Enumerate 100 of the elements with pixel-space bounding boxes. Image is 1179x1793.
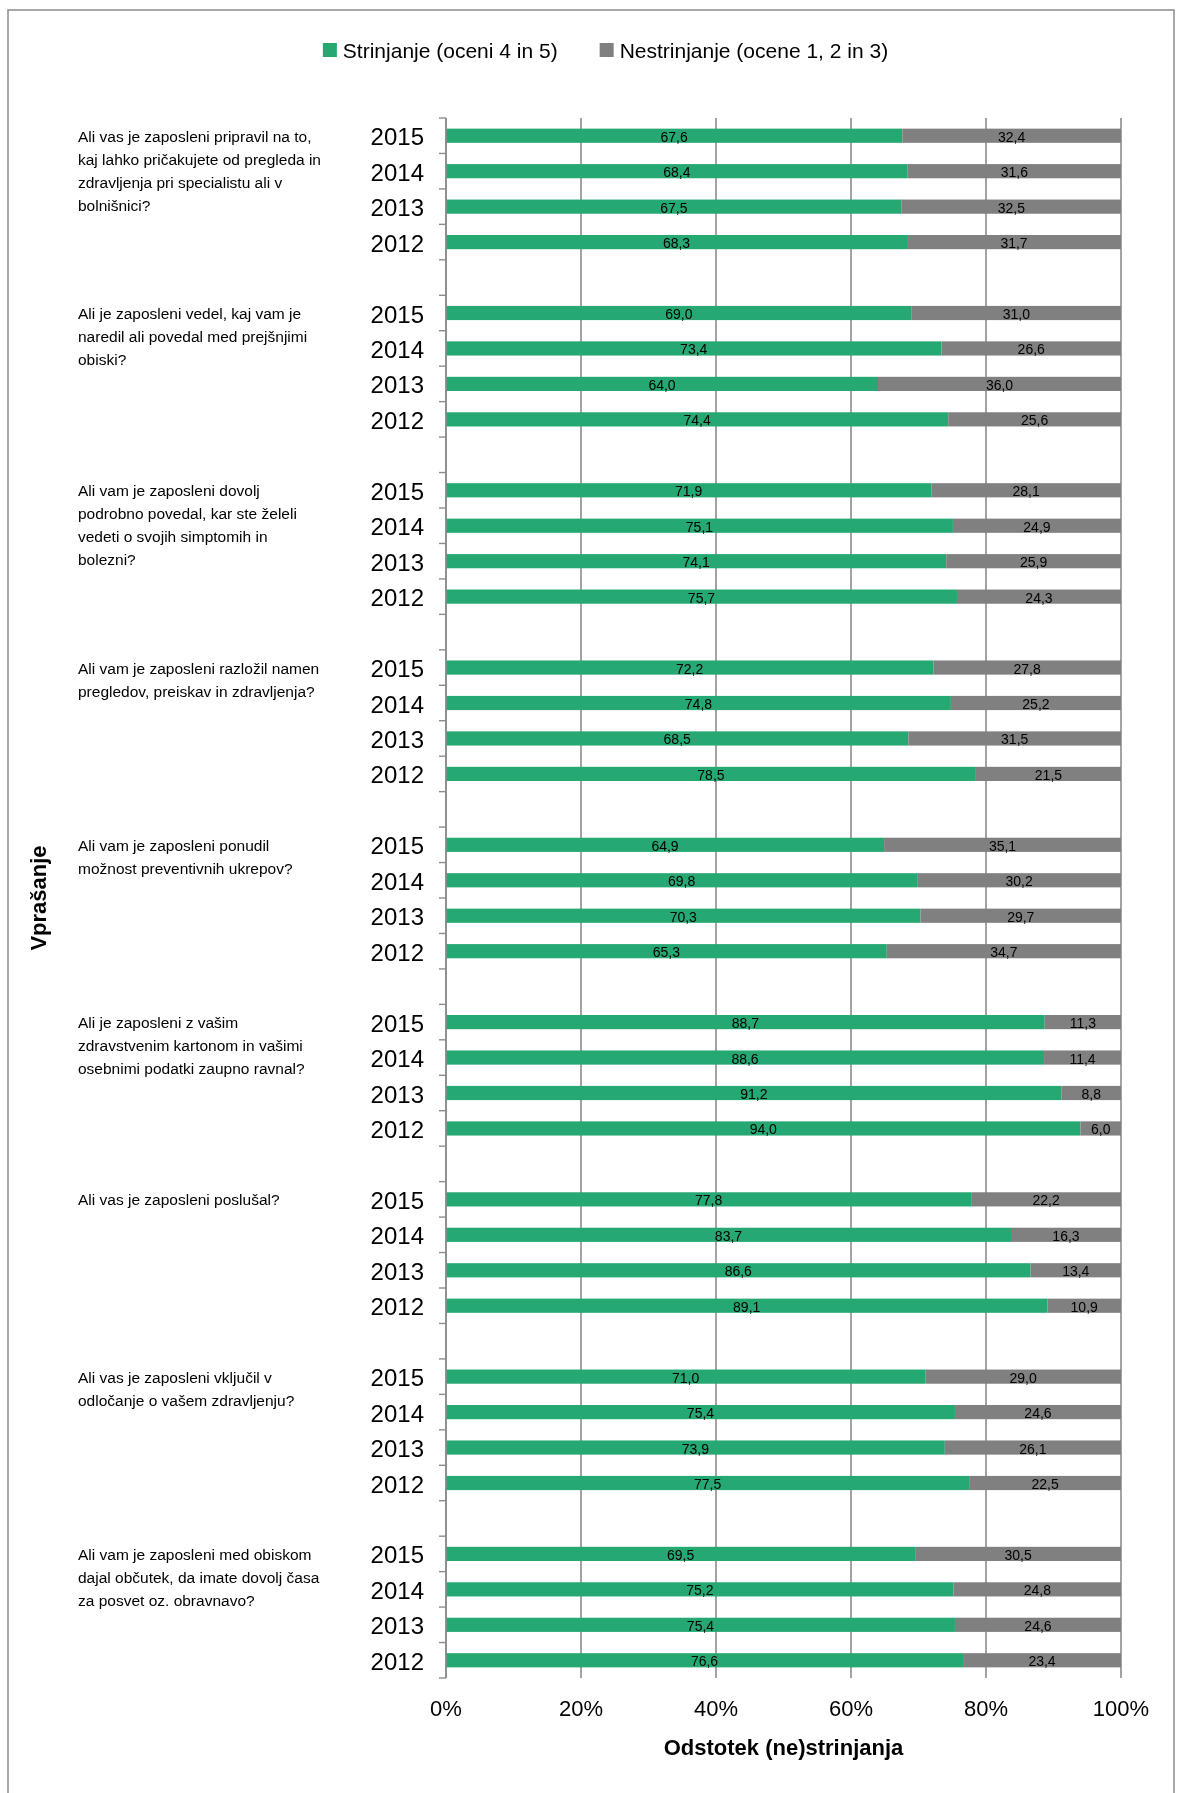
y-tick-label: 2013	[370, 548, 424, 576]
bar	[446, 164, 908, 179]
data-label: 34,7	[990, 944, 1018, 961]
data-label: 26,6	[1017, 341, 1046, 358]
text: Ali je zaposleni z vašim zdravstvenim kartonom in vašimi osebnimi podatki zaupno ravnal?	[78, 1013, 305, 1077]
bar	[446, 731, 909, 746]
data-label: 24,3	[1025, 589, 1053, 606]
y-tick-label: 2014	[370, 1045, 424, 1073]
text: Ali vas je zaposleni pripravil na to, kaj lahko pričakujete od pregleda in zdravljenja pri specialistu ali v bolnišnici?	[78, 127, 321, 214]
text: Ali je zaposleni vedel, kaj vam je naredil ali povedal med prejšnjimi obiski?	[78, 304, 308, 368]
data-label: 73,4	[680, 341, 708, 358]
data-label: 78,5	[697, 766, 725, 783]
y-tick-label: 2014	[370, 513, 424, 541]
bar	[446, 1405, 955, 1420]
data-label: 13,4	[1062, 1263, 1090, 1280]
x-tick-label: 0%	[430, 1695, 462, 1721]
data-label: 31,5	[1001, 731, 1029, 748]
y-tick-label: 2015	[370, 832, 424, 860]
text: Vprašanje	[25, 845, 51, 951]
data-label: 29,0	[1009, 1369, 1037, 1386]
data-label: 32,4	[998, 128, 1026, 145]
data-label: 23,4	[1028, 1653, 1056, 1670]
bar	[446, 1121, 1081, 1136]
bar	[446, 589, 957, 604]
data-label: 24,6	[1024, 1617, 1052, 1634]
data-label: 83,7	[714, 1227, 743, 1244]
text: Ali vam je zaposleni med obiskom dajal občutek, da imate dovolj časa za posvet oz. obravnavo?	[78, 1545, 320, 1609]
data-label: 31,7	[1000, 235, 1028, 252]
bar	[446, 518, 953, 533]
bar	[446, 695, 951, 711]
data-label: 27,8	[1013, 660, 1042, 677]
data-label: 69,0	[665, 306, 693, 322]
y-tick-label: 2012	[370, 1115, 424, 1143]
bar	[446, 908, 921, 923]
data-label: 94,0	[749, 1121, 778, 1138]
bar	[446, 1653, 964, 1668]
data-label: 70,3	[669, 908, 698, 925]
data-label: 36,0	[985, 376, 1014, 393]
data-label: 29,7	[1007, 908, 1035, 925]
data-label: 77,8	[694, 1192, 723, 1209]
data-label: 88,7	[731, 1015, 760, 1032]
data-label: 67,5	[660, 199, 688, 216]
y-tick-label: 2012	[370, 938, 424, 966]
x-axis-title: Odstotek (ne)strinjanja	[663, 1734, 905, 1760]
data-label: 11,4	[1069, 1050, 1096, 1067]
x-tick-label: 60%	[828, 1695, 874, 1721]
bar	[446, 1475, 970, 1491]
y-tick-label: 2014	[370, 158, 424, 186]
data-label: 31,6	[1000, 164, 1029, 181]
data-label: 24,6	[1024, 1405, 1052, 1422]
y-tick-label: 2014	[370, 335, 424, 363]
data-label: 32,5	[997, 199, 1026, 216]
data-label: 75,2	[686, 1582, 714, 1599]
data-label: 22,2	[1032, 1192, 1060, 1209]
y-tick-label: 2013	[370, 903, 424, 931]
bar	[446, 235, 908, 250]
y-tick-label: 2014	[370, 1222, 424, 1250]
y-tick-label: 2013	[370, 1257, 424, 1285]
text: Ali vam je zaposleni dovolj podrobno povedal, kar ste želeli vedeti o svojih simptomih in bolezni?	[78, 481, 297, 568]
data-label: 11,3	[1069, 1015, 1097, 1032]
data-label: 10,9	[1070, 1298, 1099, 1315]
data-label: 76,6	[690, 1653, 719, 1670]
bar	[446, 1298, 1048, 1313]
text: Ali vam je zaposleni ponudil možnost preventivnih ukrepov?	[78, 836, 293, 877]
bar	[446, 1227, 1011, 1242]
data-label: 86,6	[724, 1263, 753, 1280]
bar	[446, 1582, 954, 1597]
data-label: 25,9	[1019, 554, 1048, 571]
bar	[446, 766, 976, 781]
data-label: 30,5	[1004, 1546, 1032, 1563]
x-tick-label: 40%	[693, 1695, 739, 1721]
data-label: 71,0	[672, 1369, 700, 1386]
data-label: 74,4	[683, 412, 711, 429]
y-tick-label: 2015	[370, 1541, 424, 1569]
y-tick-label: 2012	[370, 406, 424, 434]
data-label: 89,1	[733, 1298, 761, 1315]
y-tick-label: 2015	[370, 1364, 424, 1392]
y-tick-label: 2012	[370, 584, 424, 612]
data-label: 8,8	[1081, 1086, 1102, 1102]
data-label: 71,9	[675, 483, 703, 500]
data-label: 16,3	[1052, 1227, 1080, 1244]
data-label: 24,9	[1023, 518, 1051, 535]
data-label: 25,6	[1020, 412, 1049, 429]
bar	[446, 660, 934, 675]
y-tick-label: 2012	[370, 1647, 424, 1675]
data-label: 74,1	[682, 554, 710, 571]
y-tick-label: 2013	[370, 1435, 424, 1463]
data-label: 75,1	[685, 518, 714, 535]
bar	[446, 199, 902, 214]
bar	[446, 1617, 955, 1632]
data-label: 75,7	[687, 589, 716, 606]
x-tick-label: 20%	[558, 1695, 604, 1721]
y-tick-label: 2014	[370, 1399, 424, 1427]
y-tick-label: 2015	[370, 1186, 424, 1214]
bar	[446, 128, 903, 143]
data-label: 75,4	[686, 1405, 715, 1422]
y-tick-label: 2012	[370, 229, 424, 257]
data-label: 69,5	[666, 1546, 695, 1563]
data-label: 69,8	[667, 873, 696, 890]
text: Ali vas je zaposleni poslušal?	[78, 1190, 280, 1208]
